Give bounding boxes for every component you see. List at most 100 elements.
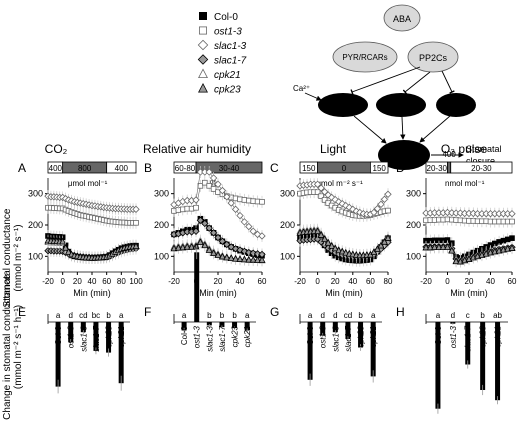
panel-title-1: Relative air humidity — [143, 142, 251, 156]
bar-H-cpk21 — [495, 322, 501, 401]
point-B-cpk23-8 — [205, 246, 213, 253]
point-D-cpk23-1 — [426, 243, 434, 251]
category-label-G-cpk21: cpk21 — [369, 326, 378, 347]
point-C-slac1-3-24 — [380, 195, 389, 203]
cpk21-label: CPK21 — [329, 101, 358, 111]
cpk23-label: CPK23 — [387, 101, 416, 111]
point-B-slac1-3-10 — [214, 180, 222, 188]
point-B-cpk23-5 — [192, 242, 200, 250]
point-D-cpk23-6 — [448, 246, 456, 254]
pp2c-cpk21-inhibit — [350, 66, 421, 95]
point-D-cpk23-5 — [443, 243, 452, 251]
ytick-label-C-300: 300 — [280, 189, 295, 199]
point-B-cpk23-13 — [227, 254, 235, 262]
bar-F-ost1-3 — [194, 252, 200, 322]
panel-letter-A: A — [18, 161, 26, 175]
significance-F-ost1-3: c — [195, 241, 199, 250]
category-label-H-ost1-3: ost1-3 — [449, 325, 458, 348]
pyr-node — [332, 41, 398, 73]
ytick-label-B-300: 300 — [154, 189, 169, 199]
significance-F-cpk23: b — [232, 311, 237, 320]
ytick-label-A-100: 100 — [28, 251, 43, 261]
point-B-slac1-3-19 — [253, 230, 262, 239]
point-B-cpk23-9 — [210, 249, 218, 257]
treatment-seg-C-2 — [369, 161, 389, 174]
category-label-E-Col-0: Col-0 — [54, 325, 63, 345]
point-B-cpk23-17 — [245, 255, 253, 263]
point-C-cpk23-10 — [331, 244, 339, 252]
legend-marker-cpk21 — [198, 68, 208, 78]
significance-H-Col-0: a — [436, 311, 441, 320]
point-B-cpk23-15 — [236, 255, 244, 262]
ytick-label-D-100: 100 — [406, 251, 421, 261]
bar-E-ost1-3 — [68, 322, 74, 343]
ost1-node — [436, 93, 476, 117]
xlabel-C: Min (min) — [325, 288, 363, 298]
legend-marker-ost1-3 — [198, 26, 207, 35]
point-D-ost1-3-20 — [509, 218, 515, 225]
cpk21-slac1-arrow — [353, 115, 387, 144]
point-B-slac1-7-10 — [214, 233, 222, 242]
panel-letter-C: C — [270, 161, 279, 175]
category-label-E-slac1-3: slac1-3 — [79, 325, 88, 351]
xtick-label-B-20: 20 — [214, 277, 223, 286]
treatment-seg-D-2 — [450, 161, 513, 174]
treatment-label-B-1: 30-40 — [219, 164, 240, 173]
panel-title-2: Light — [320, 142, 347, 156]
panel-letter-H: H — [396, 305, 405, 319]
category-label-F-slac1-7: slac1-7 — [218, 325, 227, 351]
significance-G-cpk23: b — [358, 311, 363, 320]
point-B-cpk23-16 — [240, 255, 248, 263]
xtick-label-A-40: 40 — [88, 277, 97, 286]
significance-H-ost1-3: d — [451, 311, 455, 320]
point-B-cpk23-7 — [201, 241, 209, 249]
significance-G-ost1-3: d — [320, 311, 324, 320]
xtick-label-D-20: 20 — [465, 277, 474, 286]
point-B-cpk23-6 — [196, 238, 204, 246]
xtick-label-C-60: 60 — [366, 277, 375, 286]
point-C-cpk23-9 — [328, 242, 336, 249]
aba-node — [383, 4, 421, 32]
point-D-cpk23-2 — [431, 243, 439, 251]
treatment-seg-D-1 — [447, 161, 452, 174]
cpk21-node — [318, 93, 368, 117]
treatment-label-D-2: 20-30 — [471, 164, 492, 173]
outcome-line-2: closure — [466, 156, 495, 166]
point-C-slac1-3-17 — [356, 208, 364, 217]
category-label-G-slac1-3: slac1-3 — [331, 325, 340, 351]
panel-letter-B: B — [144, 161, 152, 175]
point-C-slac1-3-22 — [373, 205, 382, 213]
ytick-label-B-200: 200 — [154, 220, 169, 230]
significance-G-Col-0: a — [308, 311, 313, 320]
point-C-slac1-3-21 — [370, 208, 378, 217]
category-label-F-ost1-3: ost1-3 — [193, 325, 202, 348]
point-B-cpk23-20 — [258, 256, 266, 263]
panel-letter-E: E — [18, 305, 26, 319]
legend-label-cpk21: cpk21 — [214, 70, 241, 81]
point-B-slac1-7-7 — [201, 219, 209, 228]
category-label-F-slac1-3: slac1-3 — [205, 325, 214, 351]
significance-H-slac1-7: c — [466, 311, 470, 320]
calcium-label: Ca²⁺ — [293, 84, 310, 93]
significance-E-cpk23: b — [106, 311, 111, 320]
ytick-label-B-100: 100 — [154, 251, 169, 261]
treatment-unit-D: nmol mol⁻¹ — [445, 179, 485, 188]
point-C-cpk23-12 — [338, 247, 346, 255]
category-label-E-ost1-3: ost1-3 — [67, 325, 76, 348]
xtick-label-C-20: 20 — [331, 277, 340, 286]
bar-F-slac1-7 — [219, 322, 225, 328]
point-C-slac1-3-15 — [349, 205, 357, 214]
point-B-cpk23-4 — [188, 242, 196, 250]
legend-label-slac1-3: slac1-3 — [214, 41, 247, 52]
xlabel-B: Min (min) — [199, 288, 237, 298]
xtick-label-B-40: 40 — [236, 277, 245, 286]
point-C-slac1-3-23 — [377, 200, 385, 209]
treatment-label-C-1: 0 — [342, 164, 347, 173]
panel-title-3: O₃ pulse — [441, 142, 488, 156]
point-B-slac1-3-5 — [192, 196, 200, 204]
outcome-line-1: Stomatal — [466, 144, 502, 154]
xlabel-A: Min (min) — [73, 288, 111, 298]
category-label-H-cpk23: cpk23 — [479, 325, 488, 347]
xtick-label-C--20: -20 — [294, 277, 306, 286]
